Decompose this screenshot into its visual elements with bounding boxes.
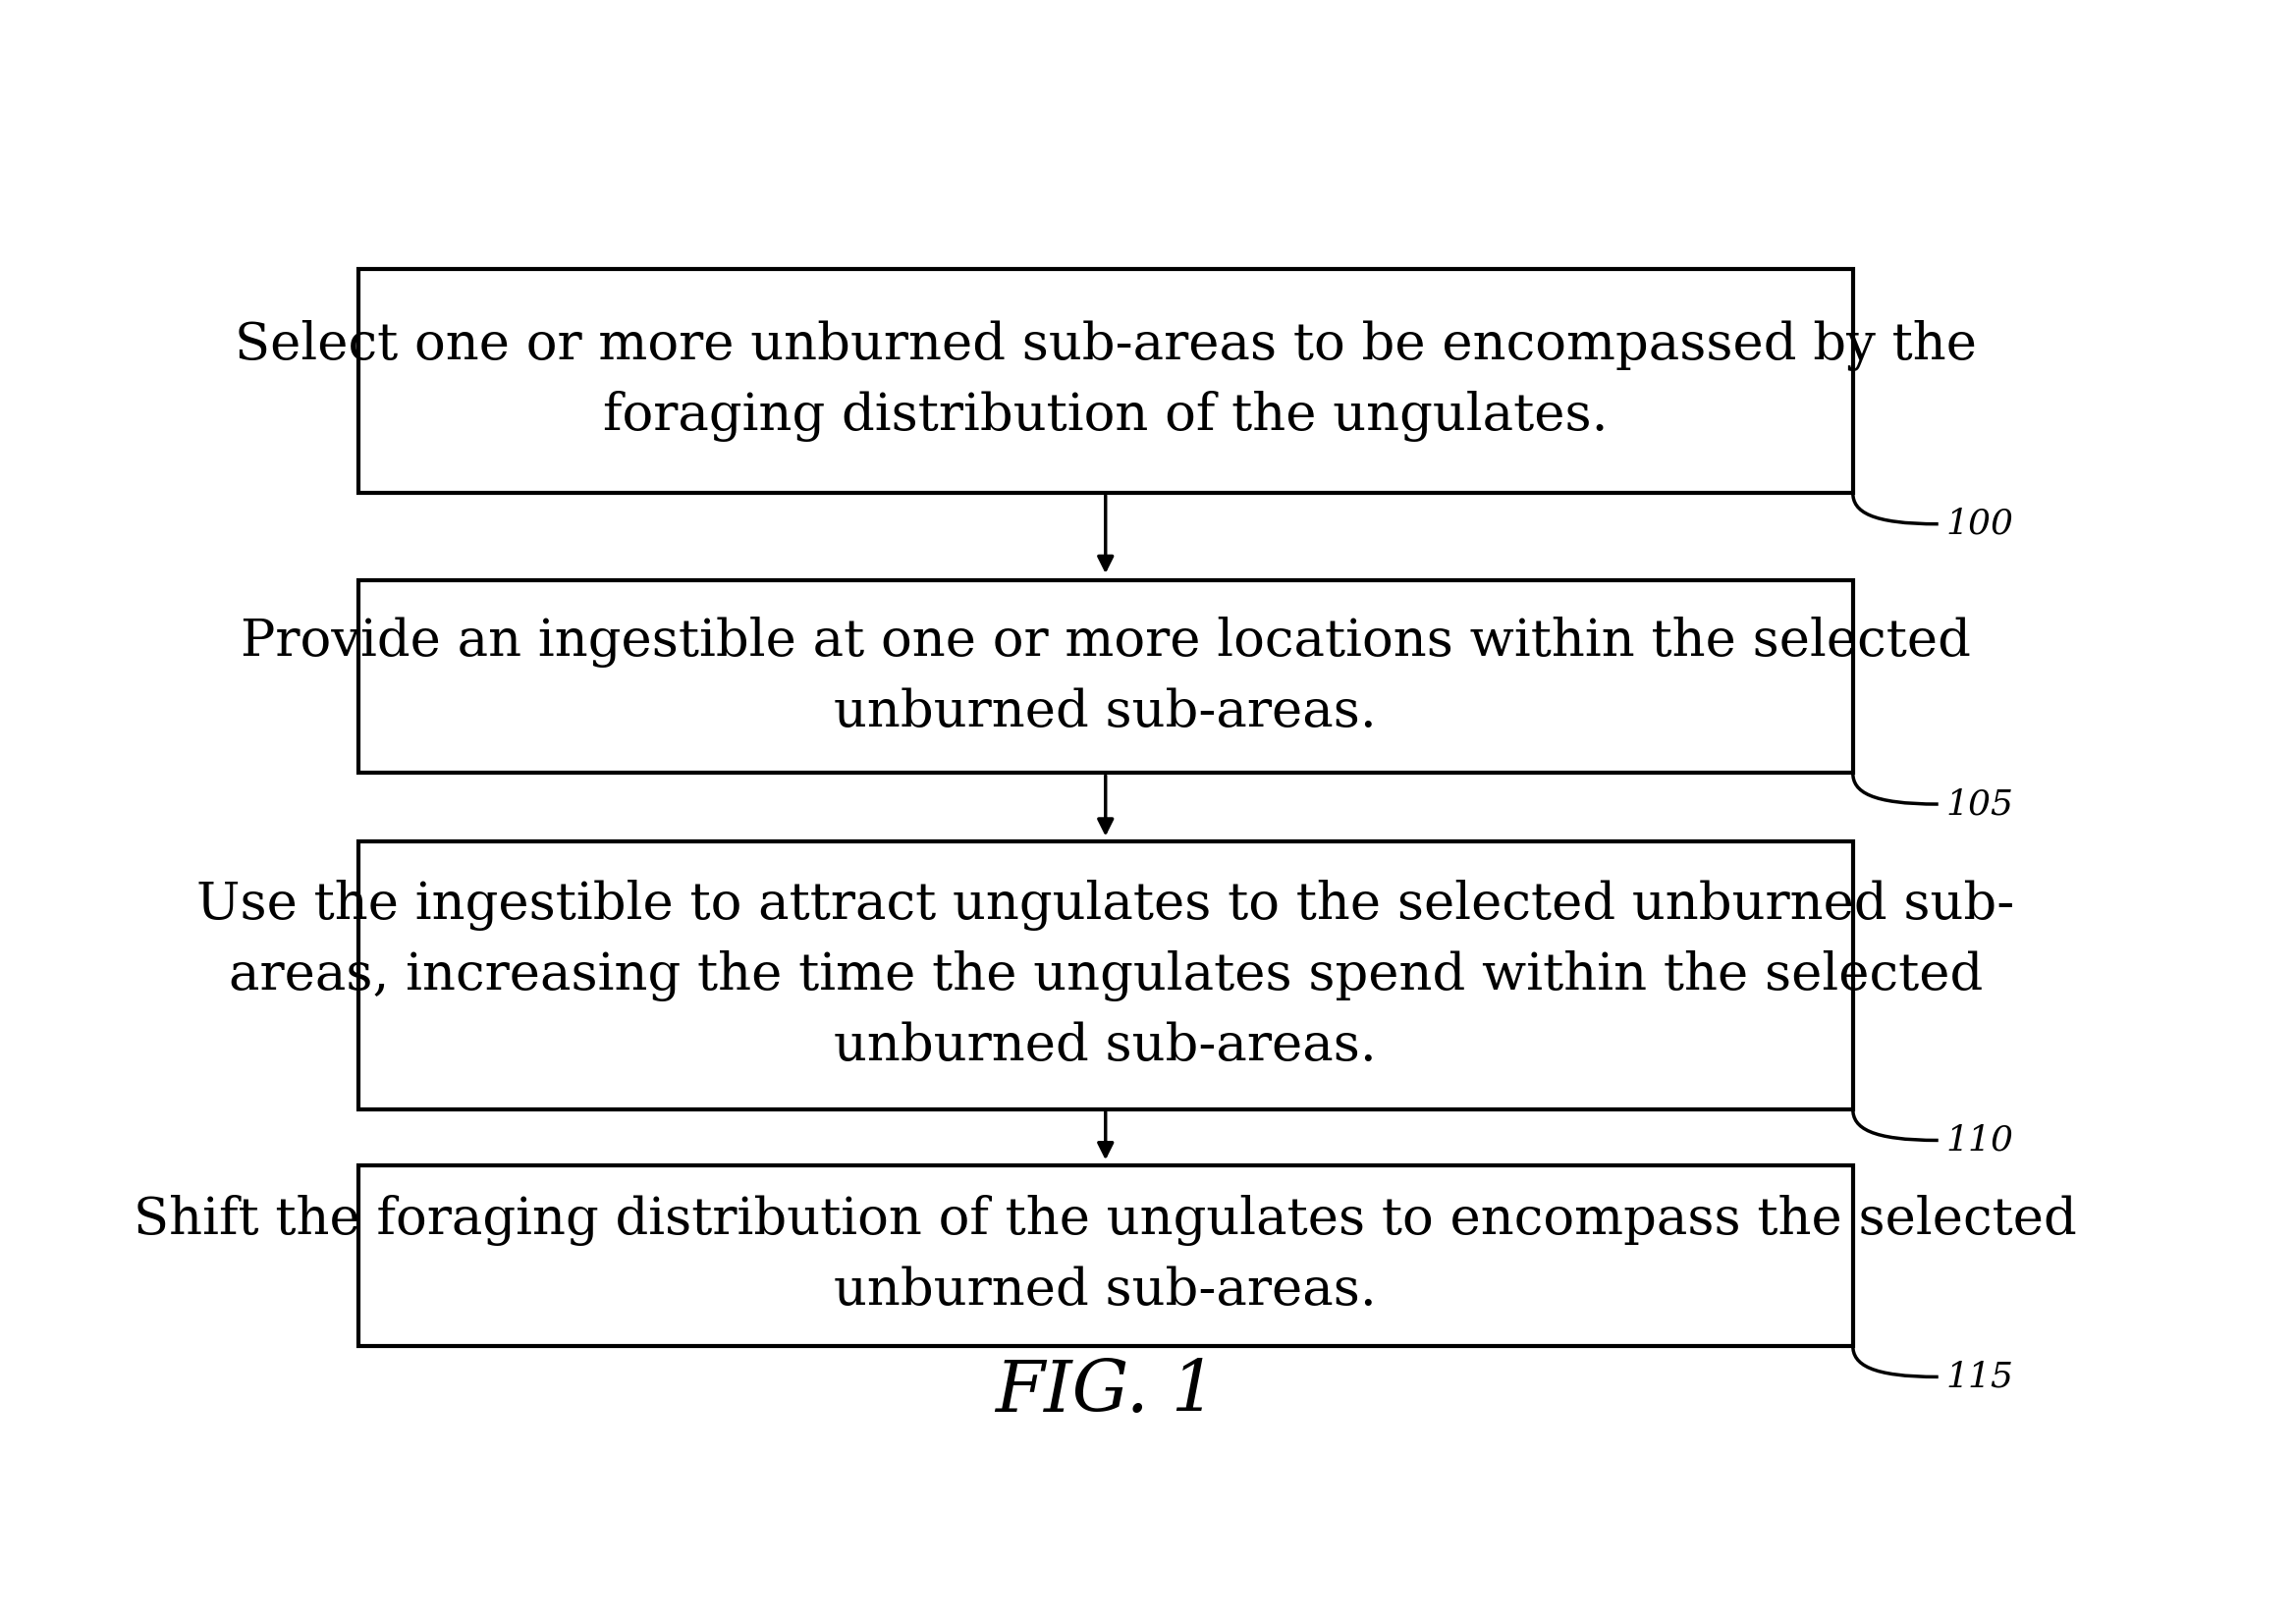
Text: 100: 100 xyxy=(1945,508,2014,540)
Bar xyxy=(358,1166,1853,1345)
Bar xyxy=(358,841,1853,1109)
Text: Select one or more unburned sub-areas to be encompassed by the
foraging distribu: Select one or more unburned sub-areas to… xyxy=(234,320,1977,441)
Text: Provide an ingestible at one or more locations within the selected
unburned sub-: Provide an ingestible at one or more loc… xyxy=(241,616,1970,737)
Bar xyxy=(358,268,1853,493)
Text: 110: 110 xyxy=(1945,1124,2014,1158)
Text: FIG. 1: FIG. 1 xyxy=(994,1357,1217,1426)
Text: 105: 105 xyxy=(1945,787,2014,821)
Bar xyxy=(358,581,1853,773)
Text: Shift the foraging distribution of the ungulates to encompass the selected
unbur: Shift the foraging distribution of the u… xyxy=(133,1195,2078,1316)
Text: Use the ingestible to attract ungulates to the selected unburned sub-
areas, inc: Use the ingestible to attract ungulates … xyxy=(197,880,2014,1070)
Text: 115: 115 xyxy=(1945,1360,2014,1394)
